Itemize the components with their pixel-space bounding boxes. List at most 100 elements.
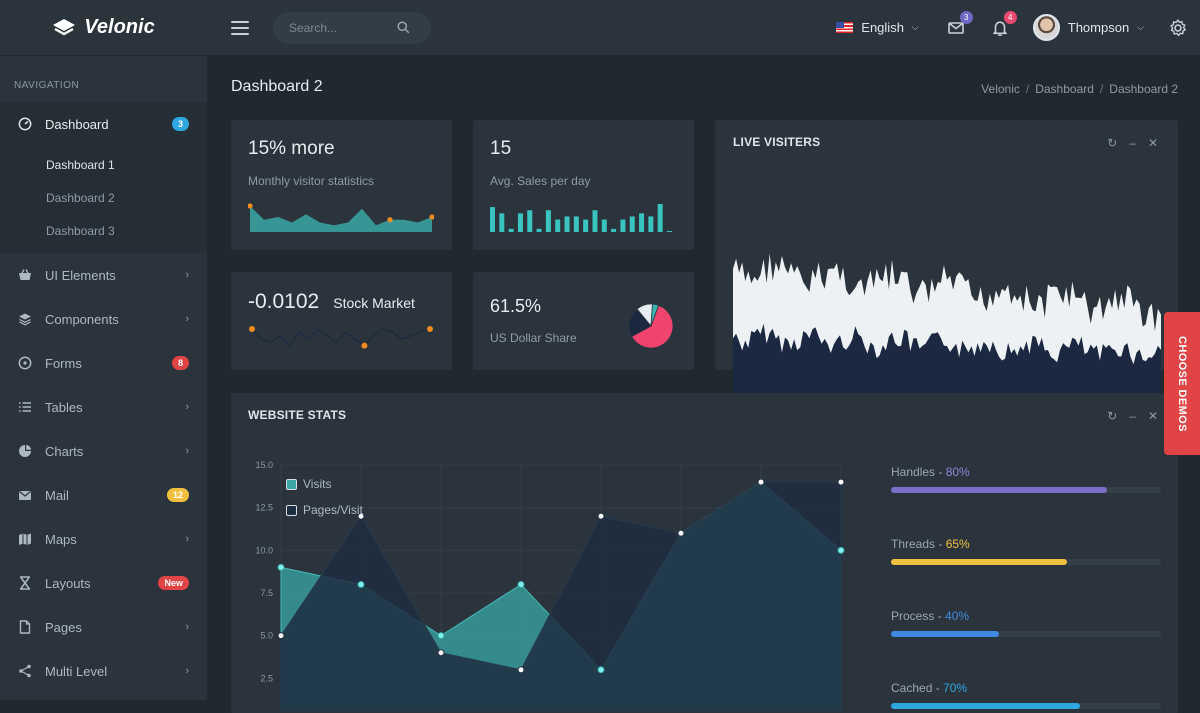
sidebar-item-layouts[interactable]: Layouts New bbox=[0, 561, 207, 605]
sidebar-subitem-dashboard-3[interactable]: Dashboard 3 bbox=[46, 223, 115, 238]
sidebar-item-maps[interactable]: Maps › bbox=[0, 517, 207, 561]
hamburger-icon bbox=[231, 20, 249, 23]
close-icon[interactable]: ✕ bbox=[1147, 409, 1158, 423]
y-tick-label: 15.0 bbox=[255, 460, 273, 470]
y-tick-label: 10.0 bbox=[255, 545, 273, 555]
breadcrumb-link[interactable]: Dashboard bbox=[1035, 82, 1094, 96]
dollar-share-pie bbox=[628, 303, 674, 349]
language-label: English bbox=[861, 20, 904, 35]
menu-toggle-button[interactable] bbox=[231, 20, 249, 35]
progress-item-threads: Threads - 65% bbox=[891, 537, 1161, 565]
sidebar-item-pages[interactable]: Pages › bbox=[0, 605, 207, 649]
search-box bbox=[273, 11, 431, 44]
data-point bbox=[517, 666, 525, 674]
minimize-icon[interactable]: – bbox=[1129, 409, 1136, 423]
stock-header: -0.0102 Stock Market bbox=[248, 290, 435, 314]
brand-logo[interactable]: Velonic bbox=[0, 0, 207, 56]
layouts-badge: New bbox=[158, 576, 189, 590]
sales-bar bbox=[639, 213, 645, 232]
close-icon[interactable]: ✕ bbox=[1147, 136, 1158, 150]
legend-swatch bbox=[286, 504, 297, 516]
notification-count-badge: 4 bbox=[1003, 10, 1017, 24]
page-title: Dashboard 2 bbox=[231, 78, 323, 95]
data-point bbox=[597, 512, 605, 520]
mail-button[interactable]: 3 bbox=[945, 10, 973, 39]
legend-item-visits[interactable]: Visits bbox=[286, 477, 363, 491]
sidebar-item-label: Dashboard bbox=[45, 116, 109, 132]
data-point bbox=[517, 580, 525, 588]
chevron-right-icon: › bbox=[185, 533, 189, 545]
notifications-button[interactable]: 4 bbox=[989, 10, 1017, 39]
choose-demos-tab[interactable]: CHOOSE DEMOS bbox=[1164, 312, 1200, 455]
dollar-value: 61.5% bbox=[490, 296, 542, 316]
card-tools: ↻ – ✕ bbox=[1107, 409, 1158, 423]
shopping-basket-icon bbox=[18, 268, 32, 282]
progress-track bbox=[891, 631, 1161, 637]
refresh-icon[interactable]: ↻ bbox=[1107, 409, 1118, 423]
sidebar-subitem-dashboard-1[interactable]: Dashboard 1 bbox=[46, 157, 115, 172]
main-content: Dashboard 2 Velonic / Dashboard / Dashboard … bbox=[207, 56, 1200, 713]
data-point bbox=[437, 649, 445, 657]
user-menu[interactable]: Thompson ⌵ bbox=[1032, 14, 1144, 41]
sidebar-item-label: Tables bbox=[45, 399, 83, 415]
sidebar-item-label: Layouts bbox=[45, 575, 91, 591]
sales-bar bbox=[564, 216, 570, 232]
list-icon bbox=[18, 400, 32, 414]
sales-bar bbox=[601, 219, 607, 232]
search-icon[interactable] bbox=[397, 21, 410, 34]
progress-fill bbox=[891, 559, 1067, 565]
data-point bbox=[357, 512, 365, 520]
forms-icon bbox=[18, 356, 32, 370]
visitors-label: Monthly visitor statistics bbox=[248, 174, 375, 188]
stock-marker bbox=[249, 326, 255, 332]
sidebar-item-dashboard[interactable]: Dashboard 3 bbox=[0, 102, 207, 146]
sales-bar bbox=[527, 210, 533, 232]
choose-demos-label: CHOOSE DEMOS bbox=[1176, 335, 1188, 432]
sidebar-item-label: Forms bbox=[45, 355, 82, 371]
sales-bar bbox=[517, 213, 523, 232]
sales-bar bbox=[583, 219, 589, 232]
sales-bar bbox=[629, 216, 635, 232]
progress-track bbox=[891, 703, 1161, 709]
sidebar-item-tables[interactable]: Tables › bbox=[0, 385, 207, 429]
data-point bbox=[677, 529, 685, 537]
sales-bar bbox=[657, 204, 663, 232]
stock-label: Stock Market bbox=[333, 295, 415, 311]
sidebar-item-charts[interactable]: Charts › bbox=[0, 429, 207, 473]
us-flag-icon bbox=[836, 22, 854, 33]
sidebar-item-forms[interactable]: Forms 8 bbox=[0, 341, 207, 385]
breadcrumb-link[interactable]: Velonic bbox=[981, 82, 1020, 96]
live-visitors-card: LIVE VISITERS ↻ – ✕ bbox=[715, 120, 1178, 417]
minimize-icon[interactable]: – bbox=[1129, 136, 1136, 150]
stock-market-card: -0.0102 Stock Market bbox=[231, 272, 452, 370]
breadcrumb-separator: / bbox=[1099, 82, 1104, 96]
sales-bar bbox=[508, 228, 514, 232]
language-selector[interactable]: English ⌵ bbox=[836, 20, 919, 35]
monthly-visitors-card: 15% more Monthly visitor statistics bbox=[231, 120, 452, 250]
visitors-value: 15% more bbox=[248, 138, 335, 159]
search-input[interactable] bbox=[289, 20, 397, 35]
sales-bar bbox=[555, 219, 561, 232]
chevron-down-icon: ⌵ bbox=[1137, 22, 1144, 32]
sidebar-item-ui-elements[interactable]: UI Elements › bbox=[0, 253, 207, 297]
legend-item-pages-per-visit[interactable]: Pages/Visit bbox=[286, 503, 363, 517]
sales-bar bbox=[667, 231, 672, 232]
progress-item-handles: Handles - 80% bbox=[891, 465, 1161, 493]
sidebar-item-mail[interactable]: Mail 12 bbox=[0, 473, 207, 517]
progress-label: Threads - 65% bbox=[891, 537, 970, 551]
sidebar-subitem-dashboard-2[interactable]: Dashboard 2 bbox=[46, 190, 115, 205]
chevron-right-icon: › bbox=[185, 665, 189, 677]
sparkline-marker bbox=[387, 217, 393, 223]
sales-bar bbox=[499, 213, 505, 232]
sales-bar bbox=[620, 219, 626, 232]
sidebar-item-multi-level[interactable]: Multi Level › bbox=[0, 649, 207, 693]
chevron-right-icon: › bbox=[185, 445, 189, 457]
sidebar-item-components[interactable]: Components › bbox=[0, 297, 207, 341]
gear-icon[interactable] bbox=[1168, 18, 1188, 38]
avg-sales-card: 15 Avg. Sales per day bbox=[473, 120, 694, 250]
layers-icon bbox=[18, 312, 32, 326]
sidebar-item-label: Mail bbox=[45, 487, 69, 503]
live-visitors-title: LIVE VISITERS bbox=[733, 135, 821, 149]
refresh-icon[interactable]: ↻ bbox=[1107, 136, 1118, 150]
chevron-right-icon: › bbox=[185, 401, 189, 413]
